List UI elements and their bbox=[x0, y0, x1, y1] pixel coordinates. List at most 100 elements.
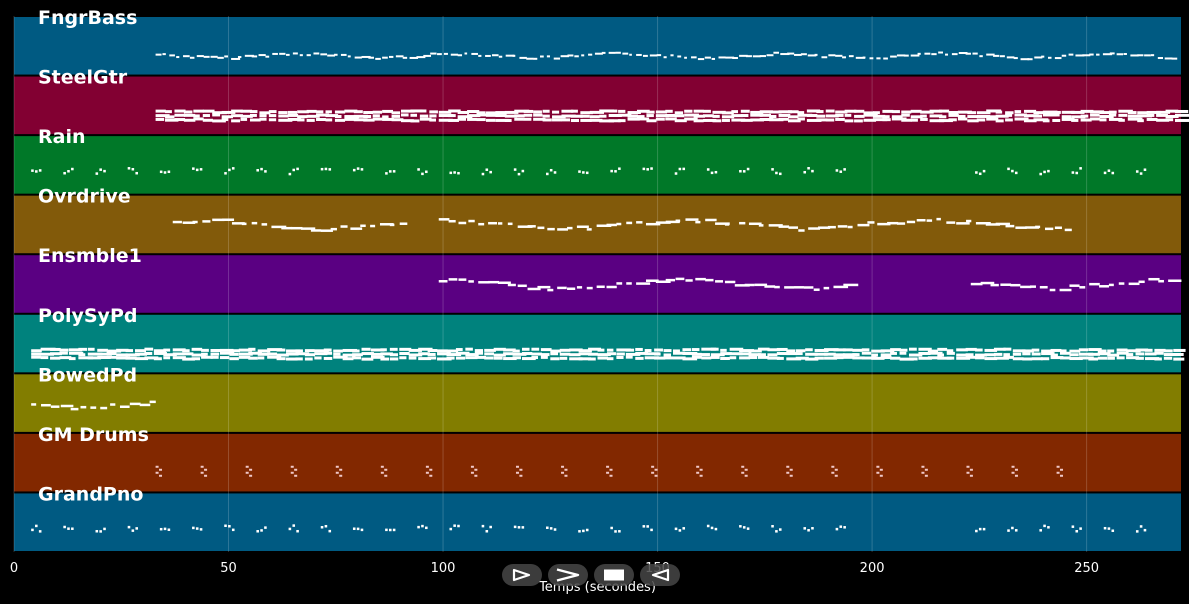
note bbox=[844, 119, 854, 123]
fast-forward-button[interactable] bbox=[548, 564, 588, 586]
note bbox=[759, 110, 773, 114]
note bbox=[1078, 352, 1094, 356]
note bbox=[59, 348, 69, 352]
note bbox=[1050, 356, 1064, 360]
note bbox=[481, 172, 485, 176]
note bbox=[248, 347, 256, 351]
note bbox=[1139, 172, 1143, 175]
note bbox=[1135, 348, 1149, 352]
note bbox=[825, 114, 839, 118]
note bbox=[172, 348, 186, 352]
note bbox=[645, 222, 661, 226]
note bbox=[1123, 53, 1127, 56]
note bbox=[863, 118, 877, 122]
note bbox=[260, 167, 263, 171]
note bbox=[228, 168, 231, 172]
note bbox=[172, 220, 182, 224]
note bbox=[35, 170, 38, 173]
note bbox=[1144, 54, 1151, 57]
note bbox=[825, 118, 835, 122]
note bbox=[606, 223, 617, 227]
note bbox=[655, 221, 671, 224]
note bbox=[135, 171, 138, 175]
note bbox=[732, 57, 738, 60]
note bbox=[626, 282, 632, 285]
note bbox=[1154, 351, 1164, 355]
note bbox=[333, 352, 341, 356]
note bbox=[388, 528, 392, 532]
note bbox=[984, 353, 996, 357]
note bbox=[574, 55, 579, 58]
note bbox=[975, 356, 985, 360]
note bbox=[1069, 357, 1083, 361]
note bbox=[890, 55, 897, 58]
note bbox=[195, 527, 199, 530]
note bbox=[264, 526, 267, 529]
note bbox=[1088, 357, 1099, 361]
note bbox=[221, 118, 229, 122]
note bbox=[342, 348, 358, 352]
note bbox=[299, 54, 303, 57]
note bbox=[1061, 117, 1075, 121]
note bbox=[153, 349, 166, 353]
note bbox=[965, 355, 977, 359]
note bbox=[1135, 352, 1145, 356]
stop-button[interactable] bbox=[594, 564, 634, 586]
note bbox=[570, 109, 578, 113]
note bbox=[975, 221, 991, 225]
note bbox=[457, 115, 473, 119]
note bbox=[646, 114, 654, 118]
note bbox=[1075, 54, 1085, 57]
drum-hit bbox=[474, 468, 478, 471]
note bbox=[1111, 171, 1115, 175]
note bbox=[288, 172, 292, 176]
note bbox=[176, 56, 180, 59]
play-button[interactable] bbox=[502, 564, 542, 586]
note bbox=[585, 171, 589, 175]
note bbox=[531, 356, 539, 360]
note bbox=[455, 348, 463, 352]
note bbox=[512, 54, 516, 57]
note bbox=[938, 51, 944, 54]
note bbox=[1013, 57, 1018, 60]
note bbox=[219, 356, 230, 360]
note bbox=[489, 170, 492, 174]
note bbox=[553, 528, 557, 531]
note bbox=[636, 53, 642, 56]
note bbox=[1007, 529, 1010, 532]
note bbox=[533, 110, 542, 114]
note bbox=[597, 348, 605, 352]
drum-hit bbox=[470, 471, 474, 474]
note bbox=[1071, 115, 1086, 119]
note bbox=[588, 347, 602, 351]
track-label: GM Drums bbox=[38, 424, 149, 446]
note bbox=[594, 52, 603, 55]
note bbox=[665, 109, 673, 113]
note bbox=[50, 356, 61, 360]
note bbox=[995, 222, 1010, 226]
note bbox=[1126, 353, 1134, 357]
note bbox=[778, 113, 791, 117]
note bbox=[677, 55, 682, 58]
note bbox=[606, 352, 616, 356]
note bbox=[901, 110, 912, 114]
note bbox=[182, 221, 196, 224]
drum-hit bbox=[1060, 474, 1064, 477]
note bbox=[948, 111, 959, 115]
note bbox=[1135, 170, 1139, 173]
note bbox=[549, 168, 553, 172]
note bbox=[1041, 352, 1055, 356]
note bbox=[129, 402, 141, 406]
note bbox=[542, 118, 552, 122]
note bbox=[1150, 54, 1155, 57]
note bbox=[665, 278, 676, 282]
note bbox=[165, 118, 179, 122]
note bbox=[978, 527, 982, 531]
note bbox=[183, 113, 196, 117]
note bbox=[540, 355, 548, 359]
note bbox=[588, 357, 596, 361]
note bbox=[41, 403, 51, 407]
note bbox=[465, 353, 479, 357]
rewind-button[interactable] bbox=[640, 564, 680, 586]
note bbox=[684, 56, 687, 59]
